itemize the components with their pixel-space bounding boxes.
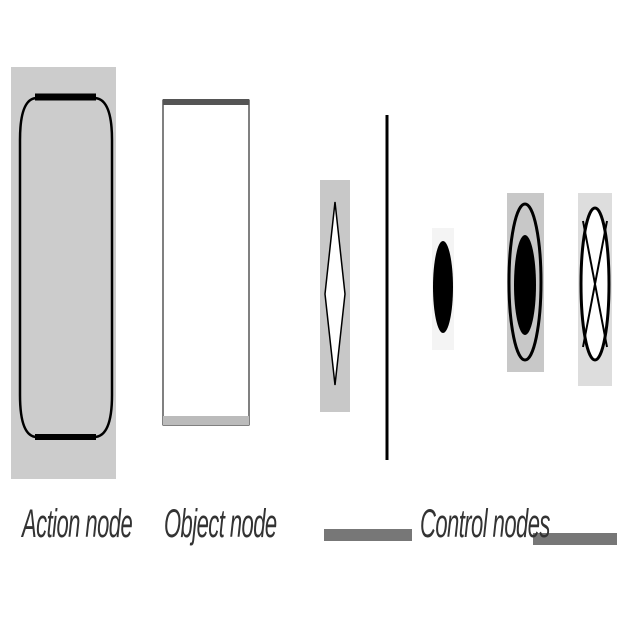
flow-final-node-icon: [578, 193, 612, 386]
action-node-caption: Action node: [22, 502, 133, 546]
initial-node-icon: [432, 228, 454, 350]
control-nodes-left-rule: [324, 529, 412, 541]
control-nodes-caption: Control nodes: [420, 502, 550, 546]
action-node-icon: [11, 67, 116, 479]
activity-final-node-icon: [507, 193, 544, 372]
decision-node-icon: [320, 180, 350, 412]
object-node-icon: [162, 99, 250, 426]
control-nodes-right-rule: [533, 533, 617, 545]
object-node-caption: Object node: [164, 502, 277, 546]
